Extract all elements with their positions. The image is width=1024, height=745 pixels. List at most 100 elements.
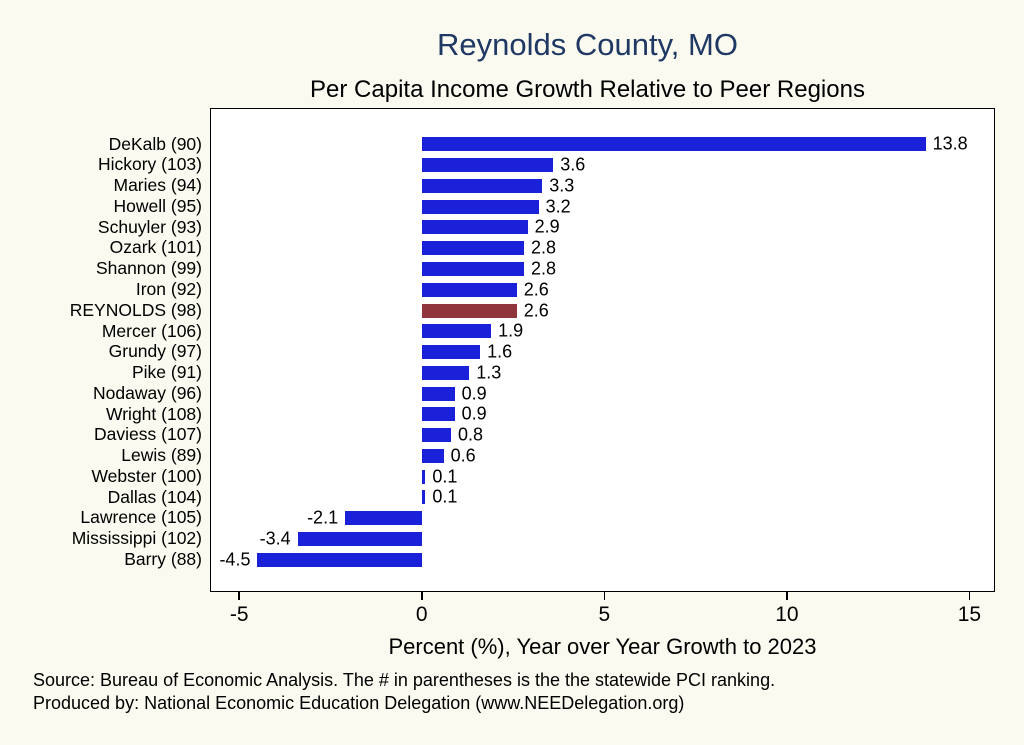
value-label: 2.8 — [531, 258, 557, 279]
value-bar — [421, 158, 554, 173]
value-label: 0.1 — [432, 486, 458, 507]
bar-track: 2.6 — [210, 279, 995, 300]
bar-track: 0.9 — [210, 404, 995, 425]
bar-track: 3.6 — [210, 155, 995, 176]
bar-track: 1.9 — [210, 321, 995, 342]
chart-row: Webster (100) 0.1 — [26, 466, 995, 487]
bar-track: 13.8 — [210, 134, 995, 155]
bar-track: 1.3 — [210, 362, 995, 383]
value-bar — [421, 241, 524, 256]
category-label: Ozark (101) — [109, 237, 202, 258]
bar-track: 0.1 — [210, 487, 995, 508]
bar-track: 3.3 — [210, 175, 995, 197]
x-tick-label: -5 — [229, 603, 249, 626]
category-label: Mississippi (102) — [71, 528, 202, 549]
chart-row: Hickory (103) 3.6 — [26, 155, 995, 176]
value-label: 3.6 — [560, 154, 586, 175]
bar-track: 2.8 — [210, 258, 995, 280]
value-label: -3.4 — [259, 528, 291, 549]
chart-row: Daviess (107) 0.8 — [26, 425, 995, 446]
bar-track: 3.2 — [210, 196, 995, 217]
value-bar — [421, 386, 455, 401]
value-label: 2.9 — [534, 216, 560, 237]
value-bar — [421, 469, 426, 484]
value-label: 0.9 — [461, 403, 487, 424]
x-tick-mark — [603, 592, 606, 600]
category-label: Webster (100) — [91, 465, 202, 486]
category-label: Schuyler (93) — [97, 216, 202, 237]
chart-row: Dallas (104) 0.1 — [26, 487, 995, 508]
category-label: Nodaway (96) — [93, 382, 202, 403]
category-label: Dallas (104) — [107, 486, 202, 507]
bar-track: 2.9 — [210, 217, 995, 238]
chart-row: Lewis (89) 0.6 — [26, 445, 995, 466]
value-bar — [421, 345, 481, 360]
value-label: 1.9 — [498, 320, 524, 341]
category-label: Lewis (89) — [121, 445, 202, 466]
value-bar — [421, 428, 451, 443]
chart-row: Shannon (99) 2.8 — [26, 258, 995, 280]
x-tick-label: 10 — [775, 603, 799, 626]
category-label: Lawrence (105) — [80, 507, 202, 528]
chart-row: Nodaway (96) 0.9 — [26, 383, 995, 404]
value-label: 3.3 — [549, 175, 575, 196]
value-label: 0.9 — [461, 383, 487, 404]
category-label: Iron (92) — [135, 278, 202, 299]
category-label: Barry (88) — [124, 548, 202, 569]
value-bar — [421, 490, 426, 505]
produced-by-note: Produced by: National Economic Education… — [33, 693, 685, 713]
highlight-bar — [421, 303, 517, 318]
value-label: 3.2 — [545, 196, 571, 217]
chart-row: REYNOLDS (98) 2.6 — [26, 300, 995, 321]
x-tick-label: 5 — [598, 603, 611, 626]
chart-row: Schuyler (93) 2.9 — [26, 217, 995, 238]
chart-row: Pike (91) 1.3 — [26, 362, 995, 383]
x-tick-mark — [238, 592, 240, 600]
value-bar — [421, 137, 926, 152]
value-bar — [345, 511, 422, 526]
bar-track: 2.6 — [210, 300, 995, 321]
category-label: Hickory (103) — [97, 154, 202, 175]
value-bar — [421, 448, 444, 463]
chart-row: Howell (95) 3.2 — [26, 196, 995, 217]
value-bar — [421, 365, 470, 380]
value-label: 0.6 — [450, 445, 476, 466]
value-label: 0.1 — [432, 466, 458, 487]
bar-track: 0.6 — [210, 445, 995, 466]
bar-track: -3.4 — [210, 528, 995, 550]
category-label: Shannon (99) — [95, 258, 202, 279]
chart-row: Mississippi (102) -3.4 — [26, 528, 995, 550]
value-label: 13.8 — [932, 133, 968, 154]
value-label: 2.8 — [531, 237, 557, 258]
bar-track: 2.8 — [210, 238, 995, 259]
value-label: -4.5 — [219, 549, 251, 570]
value-bar — [421, 282, 517, 297]
bar-track: 0.9 — [210, 383, 995, 404]
category-label: Wright (108) — [106, 403, 202, 424]
chart-subtitle: Per Capita Income Growth Relative to Pee… — [310, 76, 865, 103]
chart-row: Iron (92) 2.6 — [26, 279, 995, 300]
value-bar — [421, 220, 528, 235]
value-bar — [421, 261, 524, 276]
chart-row: Ozark (101) 2.8 — [26, 238, 995, 259]
value-bar — [421, 324, 492, 339]
x-tick-mark — [968, 592, 971, 600]
category-label: Grundy (97) — [108, 341, 202, 362]
category-label: Maries (94) — [113, 175, 203, 196]
value-label: 0.8 — [457, 424, 483, 445]
chart-row: Mercer (106) 1.9 — [26, 321, 995, 342]
category-label: REYNOLDS (98) — [69, 299, 202, 320]
value-bar — [421, 407, 455, 422]
value-label: 2.6 — [523, 300, 549, 320]
x-tick-mark — [421, 592, 423, 600]
source-note: Source: Bureau of Economic Analysis. The… — [33, 670, 776, 690]
value-bar — [421, 178, 543, 193]
category-label: Pike (91) — [131, 362, 202, 383]
bar-rows: DeKalb (90) 13.8 Hickory (103) 3.6 Maries (9… — [26, 134, 995, 570]
category-label: Mercer (106) — [101, 320, 202, 341]
chart-row: Maries (94) 3.3 — [26, 175, 995, 197]
value-label: -2.1 — [307, 507, 339, 528]
category-label: Howell (95) — [113, 195, 203, 216]
chart-row: DeKalb (90) 13.8 — [26, 134, 995, 155]
